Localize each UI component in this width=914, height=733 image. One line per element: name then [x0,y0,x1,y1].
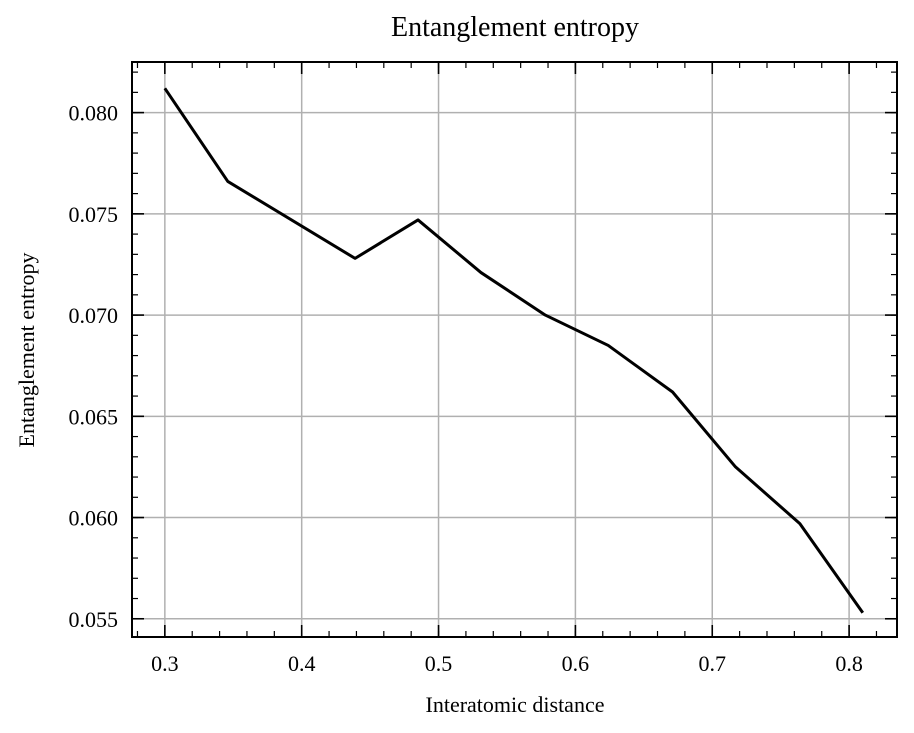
x-tick-label: 0.4 [288,651,316,676]
tick-labels: 0.3 0.4 0.5 0.6 0.7 0.8 0.055 0.060 0.065 0.070 0.… [69,101,863,676]
y-tick-label: 0.075 [69,202,119,227]
y-tick-label: 0.080 [69,101,119,126]
series-line [163,87,865,614]
chart-title: Entanglement entropy [391,12,639,43]
x-axis-label: Interatomic distance [426,692,605,717]
x-tick-label: 0.6 [562,651,590,676]
y-tick-label: 0.060 [69,506,119,531]
plot-area [163,87,865,614]
tick-marks [132,62,897,637]
x-tick-label: 0.3 [151,651,179,676]
axes-frame [131,61,898,638]
y-tick-label: 0.070 [69,303,119,328]
x-tick-label: 0.7 [699,651,727,676]
y-axis-label: Entanglement entropy [14,253,39,448]
x-tick-label: 0.8 [835,651,863,676]
grid-lines [132,62,897,637]
y-tick-label: 0.065 [69,404,119,429]
y-tick-label: 0.055 [69,607,119,632]
x-tick-label: 0.5 [425,651,453,676]
